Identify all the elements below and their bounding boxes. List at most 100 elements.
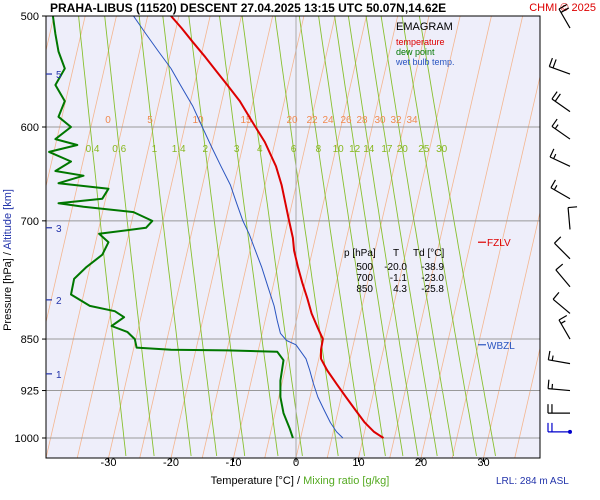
mixing-ratio-label: 30 <box>436 144 448 155</box>
legend-title: EMAGRAM <box>396 21 453 33</box>
altitude-tick-label: 3 <box>56 224 62 235</box>
isotherm-line <box>577 16 600 458</box>
wind-barb <box>548 57 571 75</box>
table-cell: -25.8 <box>421 284 444 295</box>
isotherm-line <box>46 16 149 458</box>
isotherm-line <box>546 16 600 458</box>
isotherm-label: 10 <box>192 115 204 126</box>
isotherm-line <box>76 16 180 458</box>
wind-barb <box>549 148 571 167</box>
isotherm-line <box>514 346 540 458</box>
mixing-ratio-label: 2 <box>202 144 208 155</box>
table-header: T <box>393 248 399 259</box>
isotherm-lines <box>46 16 600 458</box>
wetbulb-series <box>133 16 344 439</box>
mixing-ratio-line <box>219 16 279 457</box>
isotherm-line <box>389 16 492 458</box>
isotherm-label: 30 <box>374 115 386 126</box>
isotherm-line <box>451 74 540 458</box>
wind-barb <box>547 422 572 434</box>
isotherm-line <box>233 16 336 458</box>
mixing-ratio-line <box>401 16 477 457</box>
table-cell: 500 <box>356 262 373 273</box>
dewpoint-series <box>48 16 294 439</box>
mixing-ratio-line <box>188 16 246 457</box>
y-tick-label: 500 <box>21 11 39 23</box>
wind-barb <box>547 350 571 365</box>
wind-barb <box>558 3 571 29</box>
y-axis-title: Pressure [hPa] / Altitude [km] <box>2 189 14 331</box>
mixing-ratio-label: 1.4 <box>172 144 186 155</box>
chart-title: PRAHA-LIBUS (11520) DESCENT 27.04.2025 1… <box>50 1 446 15</box>
mixing-ratio-line <box>318 16 386 457</box>
legend-item: dew point <box>396 47 435 57</box>
isotherm-line <box>139 16 242 458</box>
legend-item: wet bulb temp. <box>395 57 455 67</box>
isotherm-labels: 0 5 10 15 20 22 24 26 28 30 32 34 <box>105 115 418 126</box>
isotherm-label: 32 <box>390 115 402 126</box>
copyright: CHMI © 2025 <box>529 2 596 14</box>
mixing-ratio-line <box>298 16 365 457</box>
mixing-ratio-line <box>380 16 455 457</box>
isotherm-label: 34 <box>406 115 418 126</box>
y-tick-label: 700 <box>21 216 39 228</box>
wind-barb <box>550 179 571 200</box>
mixing-ratio-line <box>138 16 192 457</box>
wind-barb <box>558 314 571 340</box>
altitude-tick-label: 5 <box>56 70 62 81</box>
isotherm-label: 15 <box>240 115 252 126</box>
mixing-ratio-line <box>162 16 218 457</box>
mixing-ratio-line <box>347 16 419 457</box>
table-cell: -23.0 <box>421 273 444 284</box>
isotherm-line <box>170 16 274 458</box>
table-cell: -38.9 <box>421 262 444 273</box>
y-tick-label: 1000 <box>15 433 39 445</box>
isotherm-label: 5 <box>147 115 153 126</box>
y-tick-label: 925 <box>21 386 39 398</box>
wind-barb <box>552 292 571 314</box>
table-cell: 700 <box>356 273 373 284</box>
isotherm-line <box>483 210 540 458</box>
isotherm-label: 24 <box>322 115 334 126</box>
isotherm-line <box>46 16 86 189</box>
table-cell: -1.1 <box>390 273 408 284</box>
temperature-series <box>170 16 385 439</box>
mixing-ratio-label: 14 <box>363 144 375 155</box>
mixing-ratio-label: 12 <box>349 144 361 155</box>
mixing-ratio-label: 4 <box>257 144 263 155</box>
isotherm-label: 26 <box>340 115 352 126</box>
isotherm-line <box>264 16 367 458</box>
isotherm-line <box>358 16 461 458</box>
wind-barb <box>567 206 578 230</box>
mixing-ratio-line <box>78 16 127 457</box>
isotherm-label: 22 <box>306 115 318 126</box>
altitude-tick-label: 1 <box>56 370 62 381</box>
level-table: p [hPa] T Td [°C] 500 -20.0 -38.9 700 -1.1 -23.0… <box>344 248 444 295</box>
mixing-ratio-line <box>418 16 496 457</box>
mixing-ratio-lines <box>78 16 496 457</box>
mixing-ratio-label: 25 <box>418 144 430 155</box>
x-tick-label: 0 <box>293 457 299 469</box>
isotherm-line <box>295 16 399 458</box>
isotherm-label: 20 <box>286 115 298 126</box>
wind-barb <box>555 263 571 288</box>
wind-barb <box>547 404 570 414</box>
wind-barb <box>551 91 571 113</box>
isotherm-line <box>108 16 211 458</box>
table-cell: -20.0 <box>384 262 407 273</box>
wind-barbs <box>547 3 578 434</box>
x-tick-label: -30 <box>101 457 117 469</box>
y-tick-label: 600 <box>21 122 39 134</box>
table-cell: 4.3 <box>393 284 407 295</box>
mixing-ratio-label: 0.6 <box>112 144 126 155</box>
mixing-ratio-label: 0.4 <box>86 144 100 155</box>
mixing-ratio-label: 20 <box>397 144 409 155</box>
mixing-ratio-line <box>241 16 303 457</box>
x-tick-label: 30 <box>477 457 489 469</box>
isobar-lines <box>46 16 540 458</box>
table-header: p [hPa] <box>344 248 376 259</box>
mixing-ratio-label: 8 <box>316 144 322 155</box>
